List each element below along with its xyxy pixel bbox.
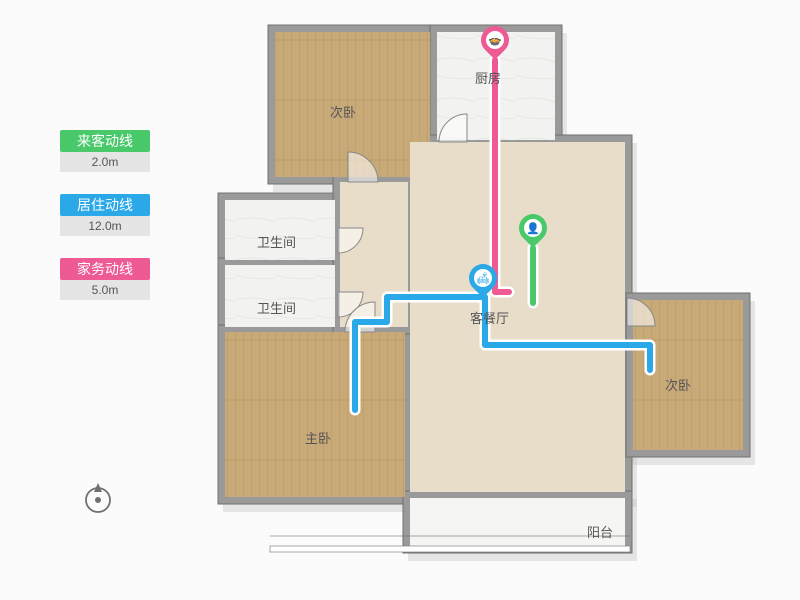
legend-value-living: 12.0m bbox=[60, 216, 150, 236]
room-label-kitchen: 厨房 bbox=[475, 68, 501, 87]
room-label-balcony: 阳台 bbox=[587, 522, 613, 541]
legend-item-housework: 家务动线 5.0m bbox=[60, 258, 150, 300]
legend: 来客动线 2.0m 居住动线 12.0m 家务动线 5.0m bbox=[60, 130, 150, 322]
legend-title-living: 居住动线 bbox=[60, 194, 150, 216]
floorplan: 次卧厨房卫生间卫生间主卧客餐厅次卧阳台 🍲👤🛋 bbox=[195, 10, 755, 570]
marker-kitchen_marker: 🍲 bbox=[481, 26, 509, 62]
legend-title-guest: 来客动线 bbox=[60, 130, 150, 152]
room-label-living: 客餐厅 bbox=[470, 308, 509, 327]
legend-item-living: 居住动线 12.0m bbox=[60, 194, 150, 236]
room-label-master_bedroom: 主卧 bbox=[305, 428, 331, 447]
legend-title-housework: 家务动线 bbox=[60, 258, 150, 280]
room-label-bath2: 卫生间 bbox=[257, 298, 296, 317]
legend-value-guest: 2.0m bbox=[60, 152, 150, 172]
room-label-bedroom2_top: 次卧 bbox=[330, 102, 356, 121]
compass-icon bbox=[80, 480, 116, 516]
room-label-bath1: 卫生间 bbox=[257, 232, 296, 251]
legend-item-guest: 来客动线 2.0m bbox=[60, 130, 150, 172]
legend-value-housework: 5.0m bbox=[60, 280, 150, 300]
room-label-bedroom2_right: 次卧 bbox=[665, 375, 691, 394]
marker-guest_marker: 👤 bbox=[519, 214, 547, 250]
marker-living_marker: 🛋 bbox=[469, 264, 497, 300]
